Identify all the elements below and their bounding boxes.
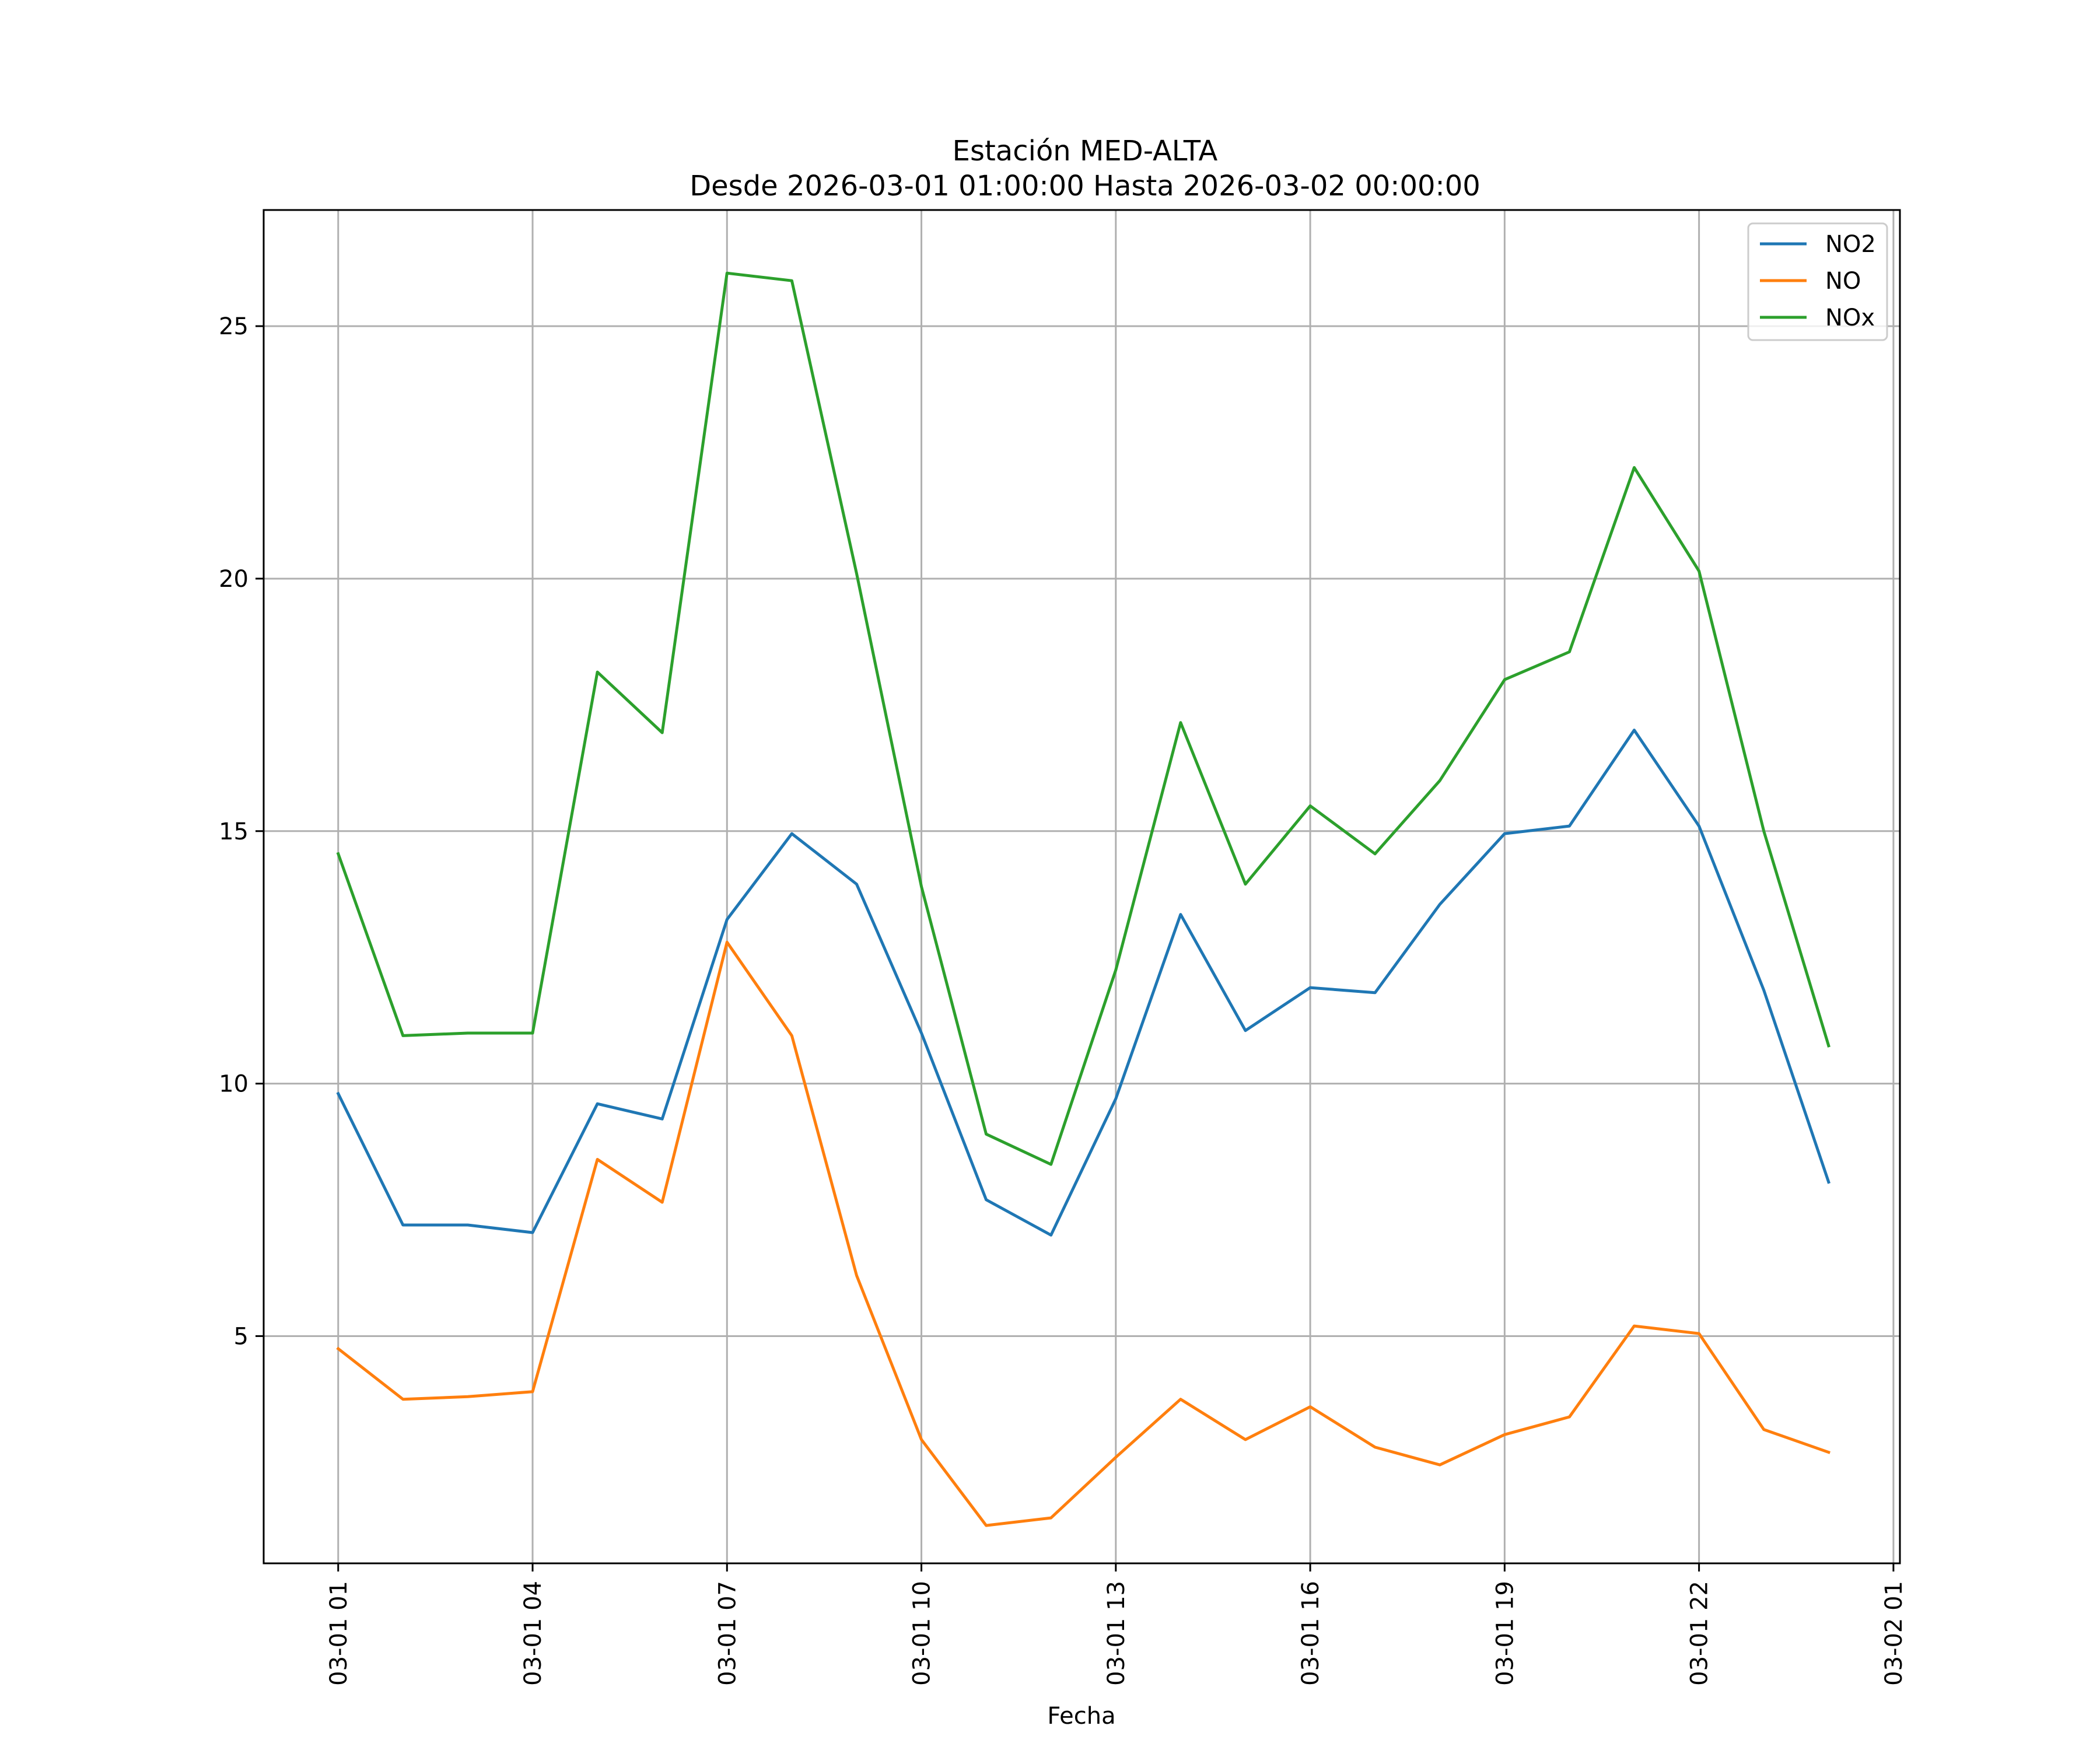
x-tick-label: 03-01 13: [1103, 1581, 1130, 1686]
axis-ticks: 03-01 01 03-01 04 03-01 07 03-01 10 03-01 13…: [219, 313, 1908, 1686]
legend-label-nox: NOx: [1825, 304, 1875, 331]
series-line-nox: [336, 271, 1831, 1166]
y-tick-label: 5: [234, 1323, 249, 1350]
x-tick-label: 03-01 16: [1297, 1581, 1324, 1686]
plot-frame: [262, 209, 1901, 1564]
y-tick-label: 15: [219, 818, 249, 845]
x-tick-label: 03-01 10: [909, 1581, 936, 1686]
x-tick-label: 03-01 19: [1492, 1581, 1518, 1686]
x-axis-label: Fecha: [1047, 1703, 1115, 1730]
series-line-no2: [336, 729, 1831, 1237]
x-tick-label: 03-01 04: [520, 1581, 547, 1686]
series-lines: [336, 271, 1831, 1527]
x-tick-label: 03-01 01: [326, 1581, 352, 1686]
x-tick-label: 03-02 01: [1881, 1581, 1908, 1686]
legend: NO2 NO NOx: [1747, 222, 1888, 341]
legend-frame: [1747, 222, 1888, 341]
chart-title: Estación MED-ALTA: [953, 135, 1218, 167]
chart-subtitle: Desde 2026-03-01 01:00:00 Hasta 2026-03-…: [690, 170, 1480, 202]
y-tick-label: 20: [219, 566, 249, 593]
series-line-no: [336, 940, 1831, 1527]
x-tick-label: 03-01 07: [714, 1581, 741, 1686]
y-tick-label: 10: [219, 1071, 249, 1098]
x-tick-label: 03-01 22: [1686, 1581, 1713, 1686]
legend-label-no: NO: [1825, 268, 1861, 295]
legend-label-no2: NO2: [1825, 231, 1876, 258]
y-tick-label: 25: [219, 313, 249, 340]
